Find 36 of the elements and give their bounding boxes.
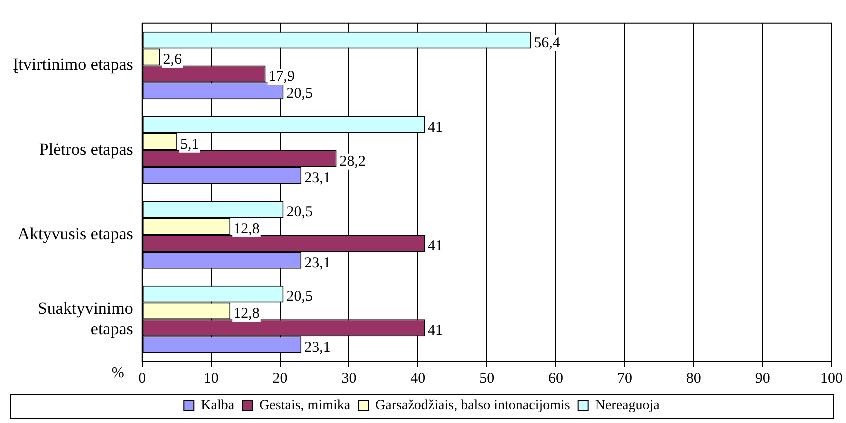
x-tick-label: 40 [410,370,426,387]
x-tick-label: 60 [548,370,564,387]
data-label: 28,2 [340,154,366,170]
x-tick-label: 20 [272,370,288,387]
legend-label: Garsažodžiais, balso intonacijomis [376,398,570,414]
data-label: 12,8 [234,221,260,238]
data-label: 12,8 [234,306,260,322]
data-label: 41 [428,323,444,340]
x-tick-label: 0 [138,370,146,387]
y-tick-label: Plėtros etapas [39,140,134,159]
legend-label: Gestais, mimika [260,398,352,414]
data-label: 41 [428,120,444,136]
x-tick-label: 90 [755,370,770,387]
data-label: 20,5 [286,289,313,306]
legend-label: Kalba [201,398,236,414]
data-label: 17,9 [268,69,296,86]
data-label: 23,1 [304,340,331,356]
x-tick-label: 10 [204,370,219,387]
x-tick-label: 30 [342,370,357,387]
x-tick-label: 100 [820,370,843,387]
y-tick-label: Įtvirtinimo etapas [12,55,134,74]
data-label: 41 [428,238,444,254]
data-label: 20,5 [286,86,313,102]
data-label: 20,5 [286,204,313,221]
y-tick-label: Suaktyvinimo etapas [38,298,134,338]
x-axis-title: % [112,365,124,382]
x-tick-label: 80 [686,370,702,387]
legend-label: Nereaguoja [595,398,661,414]
x-tick-label: 50 [480,370,495,387]
data-label: 23,1 [304,255,331,272]
x-tick-label: 70 [617,370,632,387]
y-tick-label: Aktyvusis etapas [18,224,134,244]
data-label: 23,1 [304,170,331,187]
data-label: 2,6 [163,52,183,68]
data-label: 56,4 [534,35,561,52]
data-label: 5,1 [180,136,200,153]
